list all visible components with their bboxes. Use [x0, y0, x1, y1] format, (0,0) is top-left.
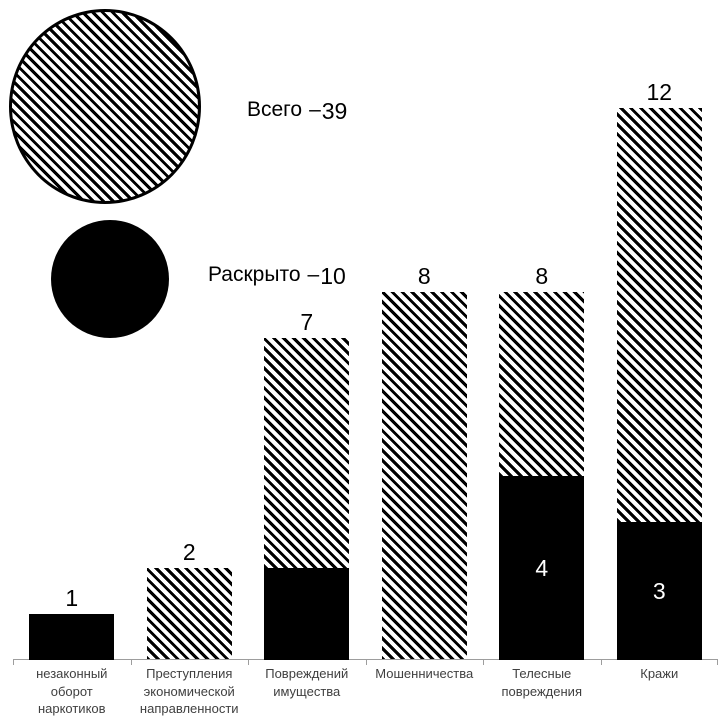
category-label: Повреждений имущества: [265, 666, 349, 699]
bar-total-label: 1: [65, 585, 79, 611]
category-label: незаконный оборот наркотиков: [36, 666, 108, 716]
chart-column: 1: [13, 0, 131, 660]
axis-tick: [248, 659, 249, 665]
chart-column: 12 3: [601, 0, 719, 660]
bar-solved-count-label: 4: [535, 554, 549, 581]
bar-segment-unsolved-hatched: [381, 292, 467, 660]
bar-chart-plot-area: 1 2 7 8 8 4 12 3: [13, 0, 719, 665]
total-legend-label: Всего –39: [247, 96, 348, 124]
solved-legend-word: Раскрыто: [208, 263, 301, 286]
category-axis-labels: незаконный оборот наркотиков Преступления…: [13, 665, 718, 716]
bar-total-label: 8: [535, 263, 549, 289]
bar-segment-solved-black: 4: [499, 476, 585, 660]
total-legend-value: 39: [321, 98, 348, 124]
bar-segment-unsolved-hatched: [146, 568, 232, 660]
bar-segment-unsolved-hatched: [264, 338, 350, 568]
category-label: Мошенничества: [375, 666, 474, 681]
axis-tick: [365, 659, 367, 665]
axis-tick: [717, 659, 718, 665]
bar-segment-solved-black: [29, 614, 115, 660]
total-circle-swatch: [9, 9, 201, 204]
bar-segment-solved-black: 3: [616, 522, 702, 660]
bar-total-label: 8: [417, 263, 431, 289]
axis-tick: [130, 659, 132, 665]
solved-circle-swatch: [51, 220, 169, 338]
bar-total-label: 12: [646, 79, 673, 105]
bar-total-label: 2: [182, 539, 196, 565]
axis-tick: [483, 659, 484, 665]
category-label: Преступления экономической направленност…: [139, 666, 239, 716]
total-legend-dash: –: [309, 98, 321, 121]
chart-column: 7: [248, 0, 366, 660]
solved-legend-dash: –: [307, 263, 320, 286]
chart-column: 8: [366, 0, 484, 660]
category-label: Телесные повреждения: [501, 666, 582, 699]
chart-column: 2: [131, 0, 249, 660]
category-label: Кражи: [640, 666, 679, 681]
solved-legend-value: 10: [320, 263, 346, 289]
bar-segment-unsolved-hatched: [499, 292, 585, 476]
axis-tick: [13, 659, 14, 665]
bar-solved-count-label: 3: [652, 577, 666, 604]
total-legend-word: Всего: [247, 98, 303, 121]
bar-segment-solved-black: [264, 568, 350, 660]
bar-segment-unsolved-hatched: [616, 108, 702, 522]
axis-tick: [600, 659, 602, 665]
solved-legend-label: Раскрыто –10: [208, 261, 346, 289]
bar-total-label: 7: [300, 309, 314, 335]
